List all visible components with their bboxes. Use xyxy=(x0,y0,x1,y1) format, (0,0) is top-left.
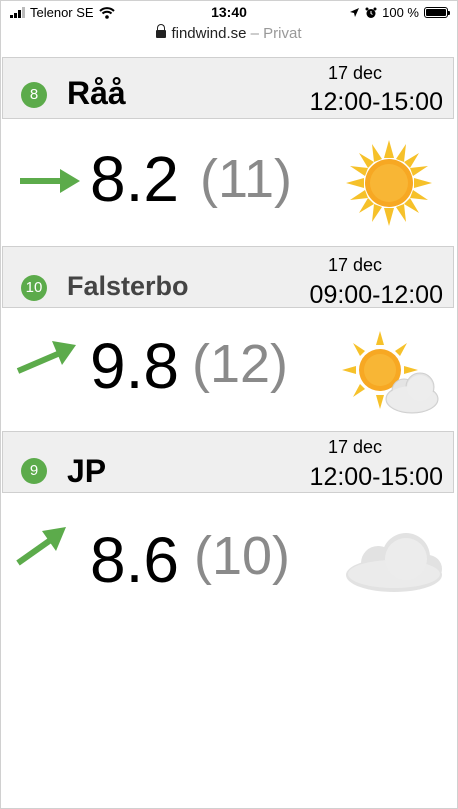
clock: 13:40 xyxy=(211,4,247,20)
wind-gust: (12) xyxy=(192,334,289,394)
private-mode-label: – Privat xyxy=(250,25,302,42)
wind-speed: 8.2 xyxy=(90,143,179,215)
carrier-label: Telenor SE xyxy=(30,5,94,20)
spot-header[interactable]: 9 JP 17 dec 12:00-15:00 xyxy=(2,431,454,493)
spot-header[interactable]: 8 Råå 17 dec 12:00-15:00 xyxy=(2,57,454,119)
alarm-icon xyxy=(365,7,377,18)
spot-name: JP xyxy=(67,453,107,489)
rank-badge: 10 xyxy=(21,275,47,301)
battery-icon xyxy=(424,7,450,18)
wind-gust: (11) xyxy=(200,149,293,209)
cloud-icon xyxy=(346,533,442,592)
forecast-date: 17 dec xyxy=(327,63,383,83)
spot-header[interactable]: 10 Falsterbo 17 dec 09:00-12:00 xyxy=(2,246,454,309)
battery-label: 100 % xyxy=(382,5,419,20)
rank-badge: 9 xyxy=(21,458,47,484)
wind-direction-arrow-icon xyxy=(20,169,80,193)
forecast-date: 17 dec xyxy=(327,255,383,275)
lock-icon xyxy=(156,24,167,38)
url-domain: findwind.se xyxy=(171,25,247,42)
wind-speed: 8.6 xyxy=(90,524,179,596)
forecast-time-range: 09:00-12:00 xyxy=(309,281,443,309)
url-bar[interactable]: findwind.se – Privat xyxy=(0,24,458,49)
forecast-time-range: 12:00-15:00 xyxy=(309,463,443,491)
spot-name: Falsterbo xyxy=(67,271,189,301)
sun-icon xyxy=(346,140,432,226)
wind-row[interactable]: 9.8 (12) xyxy=(0,315,458,425)
wind-speed: 9.8 xyxy=(90,330,179,402)
wifi-icon xyxy=(98,6,115,19)
wind-direction-arrow-icon xyxy=(16,341,76,374)
spot-name: Råå xyxy=(67,75,126,111)
wind-direction-arrow-icon xyxy=(16,527,66,566)
wind-gust: (10) xyxy=(194,526,291,586)
forecast-time-range: 12:00-15:00 xyxy=(309,88,443,116)
forecast-date: 17 dec xyxy=(327,437,383,457)
partly-cloudy-icon xyxy=(342,331,439,414)
wind-row[interactable]: 8.2 (11) xyxy=(0,128,458,238)
wind-row[interactable]: 8.6 (10) xyxy=(0,505,458,615)
rank-badge: 8 xyxy=(21,82,47,108)
location-icon xyxy=(350,8,360,17)
status-bar: Telenor SE 13:40 100 % xyxy=(0,0,458,26)
signal-icon xyxy=(10,7,25,18)
